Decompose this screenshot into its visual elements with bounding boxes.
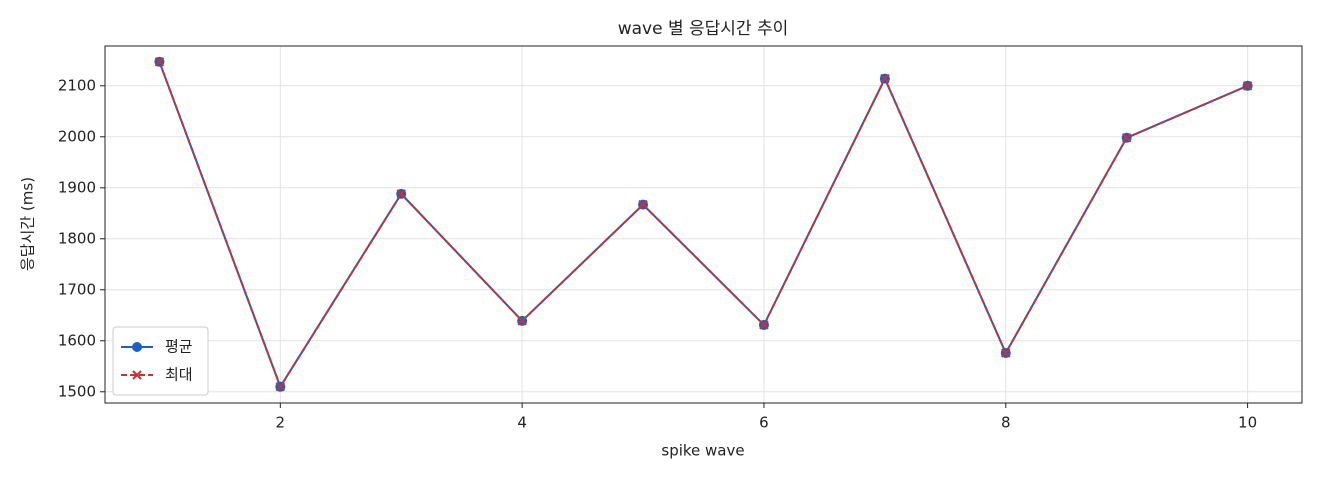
y-tick-label: 1600 bbox=[58, 331, 96, 349]
x-tick-label: 10 bbox=[1238, 414, 1257, 432]
marker bbox=[132, 342, 142, 352]
x-tick-label: 8 bbox=[1001, 414, 1011, 432]
y-tick-label: 2100 bbox=[58, 76, 96, 94]
chart-title: wave 별 응답시간 추이 bbox=[618, 19, 789, 39]
y-tick-label: 1900 bbox=[58, 178, 96, 196]
marker bbox=[154, 57, 165, 67]
x-axis-label: spike wave bbox=[661, 442, 744, 460]
legend-label: 최대 bbox=[165, 366, 193, 384]
y-tick-label: 2000 bbox=[58, 127, 96, 145]
plot-frame bbox=[104, 45, 1303, 404]
marker bbox=[1001, 348, 1011, 358]
marker bbox=[517, 316, 527, 326]
legend-box bbox=[112, 326, 209, 396]
series-line bbox=[158, 61, 1248, 389]
marker bbox=[1121, 133, 1132, 143]
legend-label: 평균 bbox=[165, 338, 193, 356]
x-tick-label: 4 bbox=[517, 414, 527, 432]
marker bbox=[132, 370, 142, 380]
marker bbox=[638, 199, 648, 210]
y-tick-label: 1700 bbox=[58, 280, 96, 298]
x-tick-label: 2 bbox=[276, 414, 286, 432]
x-tick-label: 6 bbox=[759, 414, 769, 432]
y-axis-label: 응답시간 (ms) bbox=[19, 177, 37, 271]
marker bbox=[396, 189, 406, 199]
marker bbox=[275, 381, 286, 392]
series-line bbox=[158, 61, 1248, 389]
marker bbox=[880, 73, 890, 84]
y-tick-label: 1800 bbox=[58, 229, 96, 247]
marker bbox=[1242, 81, 1253, 91]
y-tick-label: 1500 bbox=[58, 382, 96, 400]
marker bbox=[759, 320, 769, 330]
